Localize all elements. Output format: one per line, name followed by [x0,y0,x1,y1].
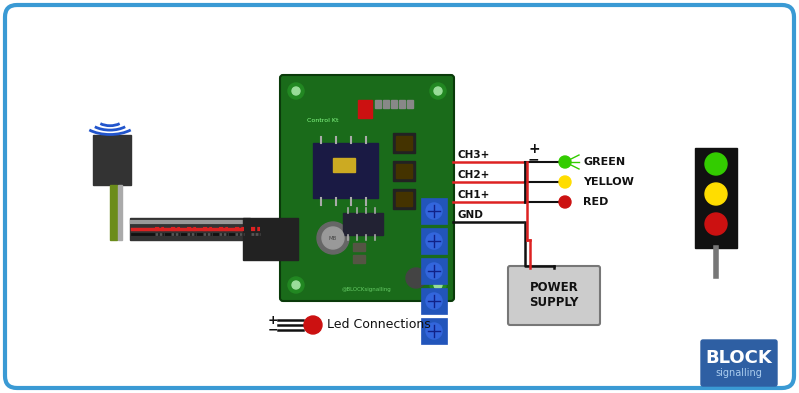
Circle shape [434,87,442,95]
Circle shape [426,203,442,219]
Circle shape [430,83,446,99]
Circle shape [426,233,442,249]
Text: Control Kt: Control Kt [308,118,339,123]
Bar [421,258,447,284]
Bar [421,198,447,224]
Circle shape [426,323,442,339]
Bar [393,161,415,181]
Bar [118,185,122,240]
Bar [393,189,415,209]
Text: +: + [528,142,539,156]
Bar [333,158,355,172]
Bar [383,100,389,108]
Circle shape [559,156,571,168]
Text: CH3+: CH3+ [458,150,491,160]
Bar [353,255,365,263]
Text: YELLOW: YELLOW [583,177,634,187]
Text: −: − [528,152,539,166]
Circle shape [426,293,442,309]
Bar [421,318,447,344]
Bar [396,192,412,206]
Bar [93,135,131,185]
Bar [130,218,250,240]
Circle shape [292,281,300,289]
Text: RED: RED [583,197,608,207]
Bar [313,143,378,198]
Bar [396,136,412,150]
Bar [396,164,412,178]
Text: Led Connections: Led Connections [327,318,431,332]
Text: CH2+: CH2+ [458,170,491,180]
FancyBboxPatch shape [508,266,600,325]
Bar [110,185,117,240]
Bar [421,288,447,314]
Text: GND: GND [458,210,484,220]
Circle shape [705,183,727,205]
Bar [393,133,415,153]
Bar [399,100,405,108]
Bar [421,228,447,254]
FancyBboxPatch shape [280,75,454,301]
Circle shape [304,316,322,334]
FancyBboxPatch shape [701,340,777,386]
Circle shape [317,222,349,254]
Circle shape [292,87,300,95]
Bar [695,148,737,248]
Text: BLOCK: BLOCK [706,349,773,367]
Bar [343,213,383,235]
Bar [375,100,381,108]
Bar [353,243,365,251]
Circle shape [322,227,344,249]
Circle shape [559,176,571,188]
Text: @BLOCKsignalling: @BLOCKsignalling [342,288,392,292]
FancyBboxPatch shape [5,5,794,388]
Text: signalling: signalling [716,368,762,378]
Circle shape [288,277,304,293]
Bar [358,100,372,118]
Bar [407,100,413,108]
Circle shape [705,213,727,235]
Text: GREEN: GREEN [583,157,625,167]
Circle shape [288,83,304,99]
Bar [391,100,397,108]
Bar [243,218,298,260]
Text: −: − [268,323,279,336]
Text: +: + [268,314,279,327]
Text: POWER
SUPPLY: POWER SUPPLY [529,281,578,309]
Circle shape [559,196,571,208]
Circle shape [434,281,442,289]
Circle shape [705,153,727,175]
Circle shape [430,277,446,293]
Text: CH1+: CH1+ [458,190,491,200]
Text: MB: MB [329,235,337,241]
Circle shape [406,268,426,288]
Circle shape [426,263,442,279]
